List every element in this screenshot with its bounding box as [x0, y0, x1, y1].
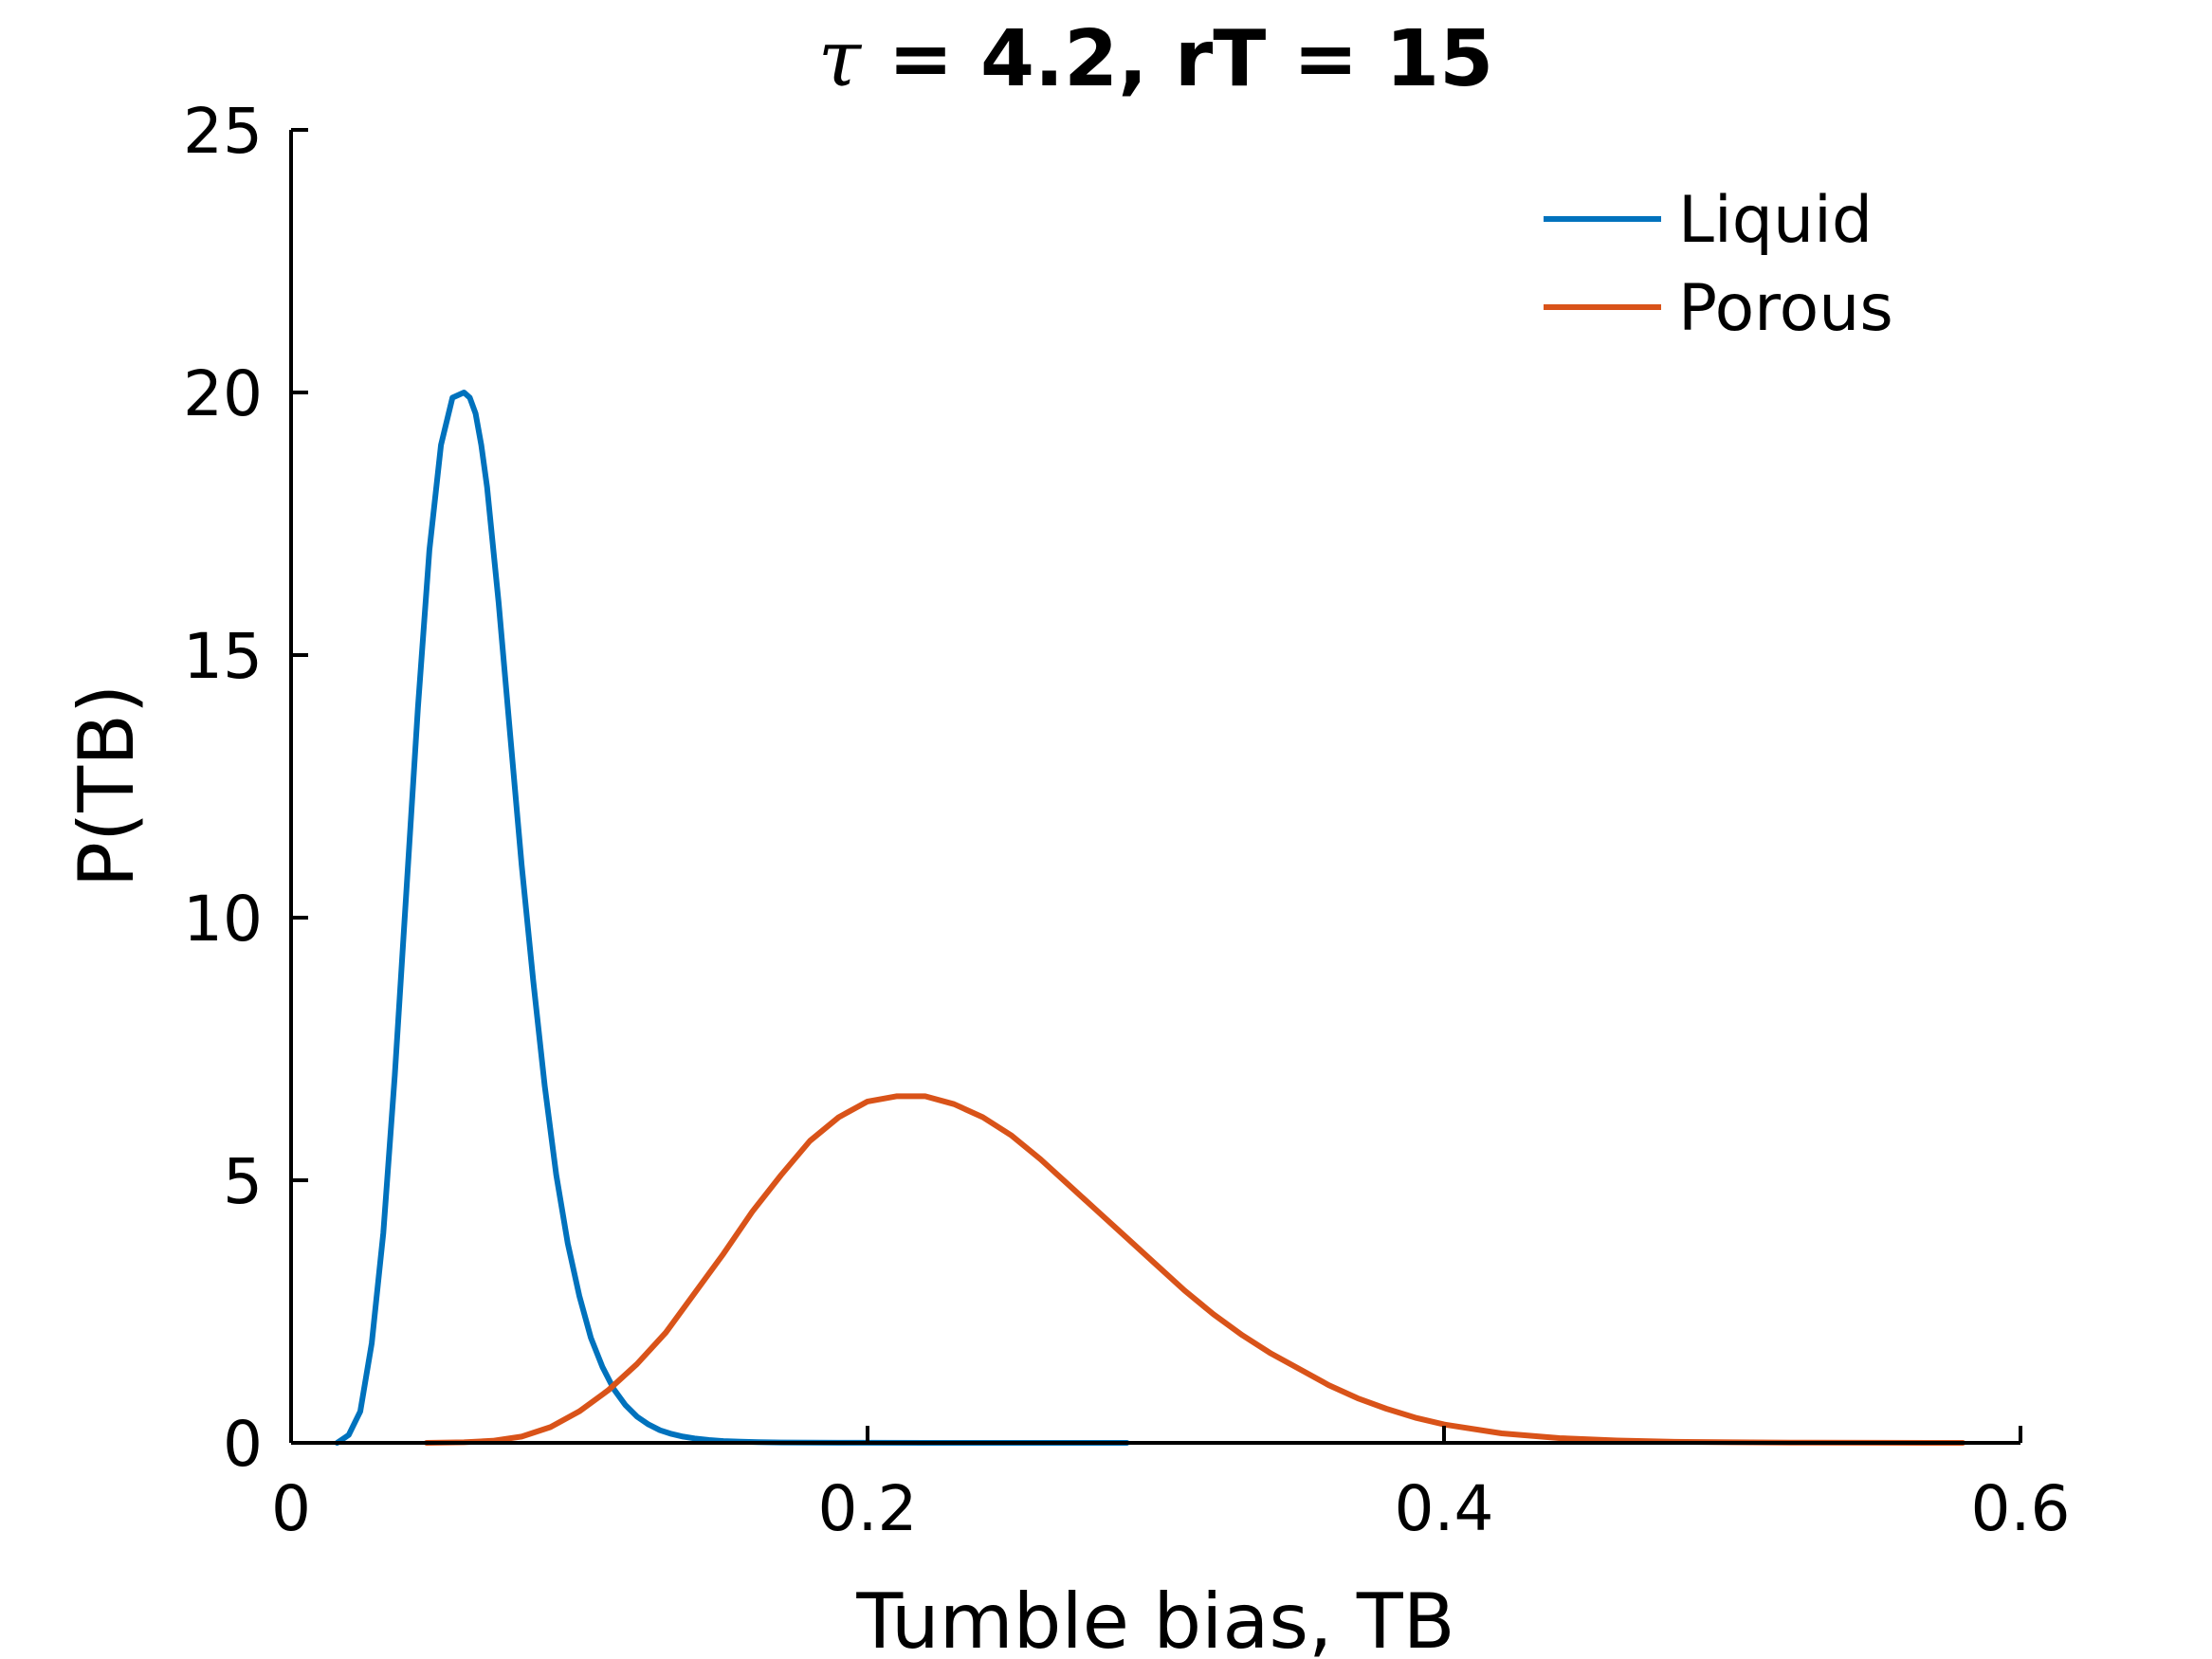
y-tick-label: 0	[223, 1408, 263, 1481]
y-tick-label: 20	[183, 357, 263, 430]
x-tick-label: 0	[271, 1472, 311, 1545]
legend-label-liquid: Liquid	[1678, 183, 1873, 258]
x-axis-label: Tumble bias, TB	[855, 1577, 1454, 1659]
x-tick-label: 0.2	[818, 1472, 918, 1545]
chart-title: τ = 4.2, rT = 15	[818, 14, 1493, 104]
y-axis-label: P(TB)	[63, 684, 151, 887]
legend: Liquid Porous	[1544, 183, 1893, 346]
title-rest: = 4.2, rT = 15	[861, 14, 1493, 104]
x-tick-label: 0.6	[1971, 1472, 2071, 1545]
y-tick-label: 25	[183, 95, 263, 168]
series-layer	[334, 390, 1966, 1446]
axes-layer	[289, 130, 2020, 1445]
y-tick-label: 15	[183, 620, 263, 693]
y-tick-label: 10	[183, 883, 263, 956]
x-tick-label: 0.4	[1395, 1472, 1494, 1545]
title-symbol: τ	[818, 14, 863, 104]
series-line-liquid	[334, 390, 1130, 1446]
legend-label-porous: Porous	[1678, 271, 1893, 346]
series-line-porous	[423, 1093, 1966, 1446]
ticks-layer: 0 0.2 0.4 0.6 0 5 10 15 20 25	[183, 95, 2070, 1545]
y-tick-label: 5	[223, 1145, 263, 1218]
